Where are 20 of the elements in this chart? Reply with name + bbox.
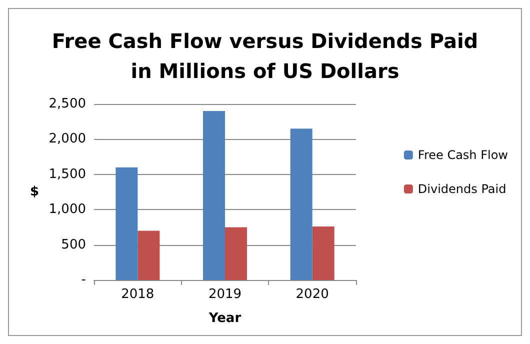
bar [116,167,138,280]
legend-label: Free Cash Flow [418,148,508,162]
bar [203,111,225,280]
x-tick-label: 2019 [208,287,242,302]
y-tick-label: 500 [61,237,86,252]
y-tick-label: 2,000 [48,132,86,147]
bar [138,230,160,280]
y-tick-label: 2,500 [48,96,86,112]
y-tick-label: - [81,272,86,288]
bar [312,226,334,280]
legend-label: Dividends Paid [418,182,506,196]
x-tick-label: 2018 [121,287,154,302]
y-tick-label: 1,000 [48,202,86,218]
chart-title: Free Cash Flow versus Dividends Paid in Millions of US Dollars [52,29,478,83]
x-axis-title: Year [208,311,242,326]
y-axis-title: $ [30,184,39,200]
y-tick-label: 1,500 [48,166,86,182]
x-tick-label: 2020 [296,287,329,302]
bar [290,128,312,280]
bar [225,227,247,280]
